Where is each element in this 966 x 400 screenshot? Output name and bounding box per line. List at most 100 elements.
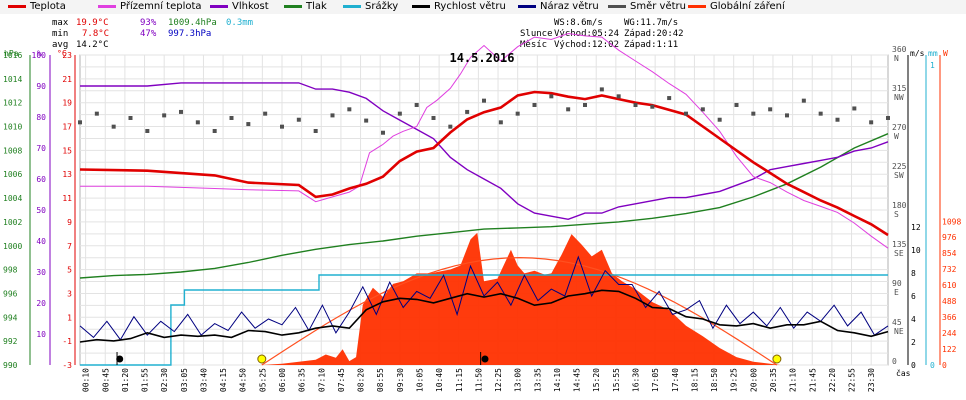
wind-direction-point <box>431 115 436 120</box>
legend-swatch <box>343 4 361 8</box>
axis-tick-hpa: 1004 <box>3 194 22 203</box>
legend-label: Srážky <box>365 1 399 12</box>
time-tick-label: 05:25 <box>258 368 267 392</box>
axis-tick-dir-cardinal: S <box>894 210 899 219</box>
time-tick-label: 12:25 <box>494 368 503 392</box>
stat-avg-label: avg <box>52 40 69 50</box>
axis-tick-dir: 360 <box>892 45 907 54</box>
stat-avg-temp: 14.2°C <box>76 40 109 50</box>
legend-item-rychlost-vetru: Rychlost větru <box>412 1 506 12</box>
stat-sun-label: Slunce <box>520 29 553 39</box>
wind-direction-point <box>229 115 234 120</box>
wind-direction-point <box>700 107 705 112</box>
time-tick-label: 14:45 <box>573 368 582 392</box>
axis-tick-w: 366 <box>942 313 957 322</box>
time-tick-label: 11:50 <box>474 368 483 392</box>
axis-tick-w: 1098 <box>942 217 961 226</box>
axis-label-degc: °C <box>57 49 67 58</box>
axis-tick-dir-cardinal: SW <box>894 171 904 180</box>
wind-direction-point <box>128 115 133 120</box>
stat-min-label: min <box>52 29 69 39</box>
series-area-globalni-zareni <box>80 232 888 365</box>
axis-tick-dir: 90 <box>892 279 902 288</box>
axis-tick-degc: 13 <box>62 170 72 179</box>
wind-direction-point <box>347 107 352 112</box>
axis-tick-hpa: 1000 <box>3 242 22 251</box>
time-tick-label: 08:55 <box>376 368 385 392</box>
axis-tick-w: 122 <box>942 345 957 354</box>
legend-swatch <box>518 4 536 8</box>
axis-tick-pct: 50 <box>36 206 46 215</box>
series-line-vlhkost <box>80 82 889 221</box>
axis-label-w: W <box>943 49 948 58</box>
time-tick-label: 14:10 <box>553 368 562 392</box>
time-tick-label: 01:20 <box>121 368 130 392</box>
axis-tick-ms: 2 <box>911 338 916 347</box>
axis-tick-dir-cardinal: E <box>894 288 899 297</box>
axis-tick-dir-cardinal: SE <box>894 249 904 258</box>
legend-swatch <box>8 4 26 8</box>
wind-direction-point <box>532 102 537 107</box>
axis-tick-ms: 8 <box>911 269 916 278</box>
axis-tick-dir: 180 <box>892 201 907 210</box>
moonrise-marker <box>481 355 489 363</box>
axis-tick-ms: 12 <box>911 223 921 232</box>
axis-tick-w: 976 <box>942 233 957 242</box>
wind-direction-point <box>414 102 419 107</box>
axis-tick-hpa: 1002 <box>3 218 22 227</box>
wind-direction-point <box>616 94 621 99</box>
wind-direction-point <box>549 94 554 99</box>
time-tick-label: 23:30 <box>867 368 876 392</box>
wind-direction-point <box>145 128 150 133</box>
axis-tick-dir-cardinal: N <box>894 54 899 63</box>
axis-tick-pct: 80 <box>36 113 46 122</box>
axis-tick-degc: 23 <box>62 51 72 60</box>
wind-direction-point <box>78 120 82 125</box>
axis-tick-ms: 4 <box>911 315 916 324</box>
wind-direction-point <box>886 115 890 120</box>
axis-tick-hpa: 992 <box>3 337 18 346</box>
time-tick-label: 16:30 <box>632 368 641 392</box>
time-tick-label: 17:40 <box>671 368 680 392</box>
axis-tick-hpa: 1006 <box>3 170 22 179</box>
time-tick-label: 19:25 <box>730 368 739 392</box>
time-tick-label: 04:50 <box>239 368 248 392</box>
wind-direction-point <box>162 113 167 118</box>
time-tick-label: 08:20 <box>357 368 366 392</box>
stat-min-press: 997.3hPa <box>168 29 212 39</box>
axis-tick-w: 244 <box>942 329 957 338</box>
legend-swatch <box>608 4 626 8</box>
axis-tick-dir: 225 <box>892 162 907 171</box>
legend-label: Tlak <box>306 1 327 12</box>
axis-tick-hpa: 1008 <box>3 146 22 155</box>
axis-tick-pct: 60 <box>36 175 46 184</box>
axis-tick-mm: 1 <box>930 61 935 70</box>
axis-tick-degc: 17 <box>62 123 72 132</box>
axis-label-mm: mm <box>928 49 938 58</box>
stat-wg: WG:11.7m/s <box>624 18 679 28</box>
wind-direction-point <box>852 106 857 111</box>
wind-direction-point <box>818 111 823 116</box>
wind-direction-point <box>111 124 116 129</box>
axis-tick-degc: -3 <box>62 361 72 370</box>
time-tick-label: 03:40 <box>199 368 208 392</box>
time-tick-label: 18:15 <box>690 368 699 392</box>
legend-item-smer-vetru: Směr větru <box>608 1 686 12</box>
time-tick-label: 04:15 <box>219 368 228 392</box>
axis-tick-dir: 135 <box>892 240 907 249</box>
wind-direction-point <box>280 124 284 129</box>
stat-sun-rise: Východ:05:24 <box>554 29 620 39</box>
axis-tick-w: 610 <box>942 281 957 290</box>
clear-sky-curve <box>261 257 778 366</box>
time-tick-label: 00:10 <box>82 368 91 392</box>
axis-tick-hpa: 1014 <box>3 75 22 84</box>
axis-tick-pct: 70 <box>36 144 46 153</box>
axis-tick-hpa: 994 <box>3 313 18 322</box>
axis-label-time: čas <box>896 368 911 378</box>
axis-tick-ms: 0 <box>911 361 916 370</box>
axis-tick-dir: 45 <box>892 318 902 327</box>
axis-tick-degc: 7 <box>67 242 72 251</box>
axis-tick-degc: 1 <box>67 313 72 322</box>
legend: Teplota Přízemní teplota Vlhkost Tlak Sr… <box>0 0 966 14</box>
wind-direction-point <box>801 98 806 103</box>
